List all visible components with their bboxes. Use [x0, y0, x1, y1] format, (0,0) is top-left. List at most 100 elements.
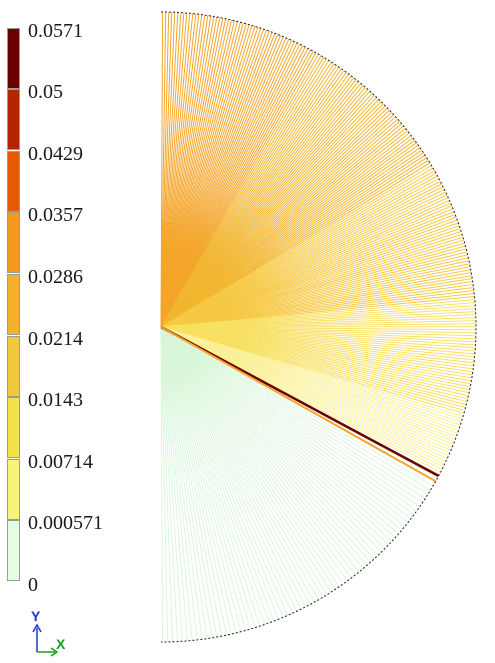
upper-radial-line	[160, 167, 434, 328]
lower-radial-line	[160, 326, 386, 549]
lower-radial-line	[160, 326, 371, 563]
upper-radial-line	[160, 105, 386, 328]
upper-radial-line	[160, 20, 235, 328]
upper-radial-line	[160, 12, 176, 328]
legend-swatch-5	[7, 274, 20, 335]
upper-radial-line	[160, 326, 464, 417]
upper-radial-line	[160, 326, 470, 391]
upper-radial-line	[160, 231, 462, 328]
upper-radial-line	[160, 326, 476, 337]
upper-radial-line	[160, 15, 209, 328]
lower-radial-line	[160, 326, 289, 616]
upper-radial-line	[160, 30, 267, 328]
upper-radial-line	[160, 154, 426, 328]
highlight-line	[160, 325, 440, 478]
axis-triad: Y X	[28, 608, 78, 658]
upper-radial-line	[160, 48, 309, 328]
lower-radial-line	[160, 326, 420, 508]
lower-region-lines	[160, 326, 439, 643]
upper-radial-line	[160, 15, 206, 328]
lower-radial-line	[160, 326, 311, 605]
lower-radial-line	[160, 326, 423, 504]
lower-radial-line	[160, 326, 298, 612]
upper-radial-line	[160, 12, 182, 328]
upper-radial-line	[160, 326, 448, 460]
upper-radial-line	[160, 326, 473, 373]
color-legend: 0.0571 0.05 0.0429 0.0357 0.0286 0.0214 …	[0, 0, 150, 600]
lower-radial-line	[160, 326, 412, 520]
lower-radial-line	[160, 326, 418, 512]
upper-radial-line	[160, 170, 435, 328]
upper-radial-line	[160, 290, 474, 328]
upper-radial-line	[160, 326, 469, 397]
lower-radial-line	[160, 326, 356, 576]
upper-radial-line	[160, 142, 417, 328]
upper-radial-line	[160, 12, 170, 328]
upper-radial-line	[160, 326, 477, 331]
upper-radial-line	[160, 248, 467, 328]
upper-radial-line	[160, 23, 247, 328]
legend-swatch-8	[7, 459, 20, 520]
lower-radial-line	[160, 326, 340, 587]
upper-radial-line	[160, 326, 476, 346]
upper-radial-line	[160, 308, 476, 328]
lower-radial-line	[160, 326, 188, 641]
upper-radial-line	[160, 149, 422, 328]
legend-tick-label: 0	[28, 574, 38, 596]
upper-radial-line	[160, 219, 458, 328]
upper-radial-line	[160, 162, 431, 328]
lower-radial-line	[160, 326, 208, 639]
upper-radial-line	[160, 314, 476, 328]
upper-radial-line	[160, 107, 388, 328]
legend-tick-label: 0.0143	[28, 389, 83, 411]
upper-radial-line	[160, 272, 472, 328]
lower-radial-line	[160, 326, 389, 546]
upper-radial-line	[160, 326, 475, 361]
upper-radial-line	[160, 83, 362, 328]
upper-radial-line	[160, 320, 476, 328]
lower-radial-line	[160, 326, 360, 573]
upper-radial-line	[160, 43, 301, 328]
upper-radial-line	[160, 326, 474, 370]
upper-radial-line	[160, 12, 185, 328]
upper-radial-line	[160, 55, 322, 328]
lower-radial-line	[160, 326, 382, 553]
upper-radial-line	[160, 21, 238, 328]
upper-radial-line	[160, 79, 357, 328]
upper-radial-line	[160, 326, 473, 376]
upper-radial-line	[160, 90, 371, 328]
upper-radial-line	[160, 208, 454, 328]
upper-radial-line	[160, 116, 396, 328]
lower-radial-line	[160, 326, 169, 642]
lower-radial-line	[160, 326, 223, 637]
lower-radial-line	[160, 326, 402, 531]
lower-radial-line	[160, 326, 284, 618]
upper-radial-line	[160, 225, 460, 328]
lower-radial-line	[160, 326, 237, 634]
upper-radial-line	[160, 84, 364, 328]
upper-radial-line	[160, 236, 464, 328]
lower-radial-line	[160, 326, 426, 499]
lower-radial-line	[160, 326, 173, 642]
upper-radial-line	[160, 326, 444, 468]
upper-radial-line	[160, 121, 400, 328]
lower-radial-line	[160, 326, 164, 643]
upper-radial-line	[160, 18, 224, 328]
lower-radial-line	[160, 326, 256, 628]
highlight-edge-line	[160, 326, 437, 483]
legend-tick-label: 0.00714	[28, 451, 93, 473]
legend-swatch-4	[7, 212, 20, 273]
upper-radial-line	[160, 326, 476, 352]
upper-radial-line	[160, 65, 337, 328]
lower-radial-line	[160, 326, 348, 582]
upper-radial-line	[160, 284, 474, 328]
upper-radial-line	[160, 197, 449, 328]
upper-radial-line	[160, 22, 244, 328]
legend-tick-label: 0.05	[28, 81, 63, 103]
upper-radial-line	[160, 118, 398, 328]
lower-radial-line	[160, 326, 198, 640]
lower-radial-line	[160, 326, 368, 566]
upper-radial-line	[160, 159, 429, 328]
upper-radial-line	[160, 27, 259, 328]
